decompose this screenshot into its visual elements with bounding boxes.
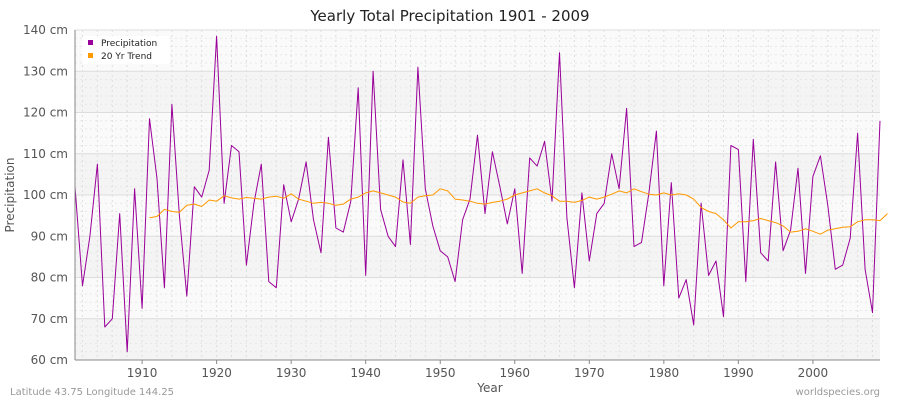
x-tick-label: 1960 bbox=[499, 366, 530, 380]
series-area bbox=[74, 35, 888, 353]
x-tick-label: 1950 bbox=[425, 366, 456, 380]
y-tick-label: 70 cm bbox=[31, 312, 68, 326]
x-tick-label: 1930 bbox=[276, 366, 307, 380]
legend-box bbox=[82, 36, 170, 64]
legend-trend-swatch bbox=[88, 53, 93, 58]
footer-location: Latitude 43.75 Longitude 144.25 bbox=[10, 387, 174, 398]
y-tick-label: 80 cm bbox=[31, 271, 68, 285]
plot-band bbox=[75, 236, 880, 278]
x-tick-label: 2000 bbox=[798, 366, 829, 380]
x-tick-label: 1980 bbox=[649, 366, 680, 380]
y-tick-label: 90 cm bbox=[31, 229, 68, 243]
y-tick-label: 120 cm bbox=[23, 106, 68, 120]
footer-source: worldspecies.org bbox=[796, 387, 880, 398]
y-tick-label: 110 cm bbox=[23, 147, 68, 161]
x-tick-label: 1910 bbox=[127, 366, 158, 380]
plot-band bbox=[75, 112, 880, 154]
y-tick-label: 130 cm bbox=[23, 64, 68, 78]
plot-band bbox=[75, 318, 880, 360]
plot-band bbox=[75, 30, 880, 72]
y-tick-label: 100 cm bbox=[23, 188, 68, 202]
legend-precipitation-swatch bbox=[88, 40, 93, 45]
y-tick-label: 140 cm bbox=[23, 23, 68, 37]
y-tick-label: 60 cm bbox=[31, 353, 68, 367]
plot-background bbox=[75, 30, 880, 360]
legend-trend-label: 20 Yr Trend bbox=[101, 52, 152, 62]
legend: Precipitation 20 Yr Trend bbox=[82, 36, 170, 64]
plot-band bbox=[75, 277, 880, 319]
x-tick-label: 1970 bbox=[574, 366, 605, 380]
axes: 60 cm 70 cm 80 cm 90 cm 100 cm 110 cm 120 cm 13… bbox=[23, 23, 880, 380]
legend-precipitation-label: Precipitation bbox=[101, 39, 157, 49]
plot-band bbox=[75, 153, 880, 195]
x-tick-label: 1920 bbox=[201, 366, 232, 380]
x-tick-label: 1940 bbox=[350, 366, 381, 380]
plot-band bbox=[75, 195, 880, 237]
chart-title: Yearly Total Precipitation 1901 - 2009 bbox=[309, 7, 589, 25]
plot-band bbox=[75, 71, 880, 113]
y-axis-title: Precipitation bbox=[3, 157, 17, 232]
x-axis-title: Year bbox=[476, 381, 502, 395]
x-tick-label: 1990 bbox=[723, 366, 754, 380]
precipitation-line bbox=[74, 35, 881, 353]
trend-line bbox=[149, 188, 888, 235]
